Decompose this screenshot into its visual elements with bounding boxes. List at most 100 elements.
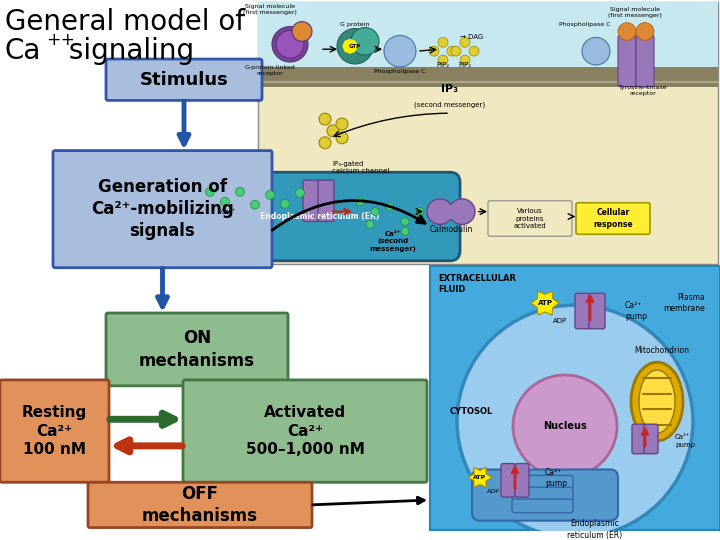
FancyBboxPatch shape <box>0 380 109 482</box>
Text: Ca²⁺
(second
messenger): Ca²⁺ (second messenger) <box>369 231 416 252</box>
Text: ++: ++ <box>46 31 75 50</box>
Text: Signal molecule
(first messenger): Signal molecule (first messenger) <box>243 4 297 16</box>
Circle shape <box>460 55 470 65</box>
Polygon shape <box>468 467 492 488</box>
Text: ADP: ADP <box>487 489 500 494</box>
Text: Ca²⁺
pump: Ca²⁺ pump <box>675 434 695 448</box>
Circle shape <box>469 46 479 56</box>
Circle shape <box>401 227 409 235</box>
Text: Plasma
membrane: Plasma membrane <box>663 293 705 313</box>
FancyBboxPatch shape <box>303 180 319 221</box>
FancyBboxPatch shape <box>183 380 427 482</box>
FancyBboxPatch shape <box>512 499 573 513</box>
Circle shape <box>457 305 693 537</box>
Text: IP₃: IP₃ <box>441 84 459 93</box>
Circle shape <box>319 113 331 125</box>
Text: Activated
Ca²⁺
500–1,000 nM: Activated Ca²⁺ 500–1,000 nM <box>246 405 364 457</box>
Circle shape <box>281 199 289 208</box>
Circle shape <box>449 199 475 225</box>
FancyBboxPatch shape <box>53 151 272 268</box>
Polygon shape <box>343 39 357 53</box>
FancyBboxPatch shape <box>258 2 718 264</box>
Ellipse shape <box>631 362 683 441</box>
Circle shape <box>336 132 348 144</box>
Text: Ca²⁺
pump: Ca²⁺ pump <box>545 468 567 488</box>
Text: CYTOSOL: CYTOSOL <box>450 407 493 416</box>
FancyBboxPatch shape <box>589 293 605 329</box>
Text: Various
proteins
activated: Various proteins activated <box>513 208 546 229</box>
Text: Cellular
response: Cellular response <box>593 208 633 228</box>
FancyBboxPatch shape <box>512 475 573 489</box>
FancyBboxPatch shape <box>318 180 334 221</box>
Circle shape <box>205 187 215 197</box>
Text: Ca²⁺
pump: Ca²⁺ pump <box>625 301 647 321</box>
Circle shape <box>438 55 448 65</box>
FancyBboxPatch shape <box>250 172 460 261</box>
FancyBboxPatch shape <box>258 67 718 86</box>
Circle shape <box>438 37 448 47</box>
Circle shape <box>384 36 416 67</box>
Text: Signal molecule
(first messenger): Signal molecule (first messenger) <box>608 7 662 18</box>
Text: Resting
Ca²⁺
100 nM: Resting Ca²⁺ 100 nM <box>22 405 87 457</box>
Circle shape <box>371 208 379 215</box>
Text: Endoplasmic reticulum (ER): Endoplasmic reticulum (ER) <box>261 212 379 221</box>
Text: EXTRACELLULAR
FLUID: EXTRACELLULAR FLUID <box>438 274 516 294</box>
Text: (second messenger): (second messenger) <box>415 101 485 107</box>
FancyBboxPatch shape <box>472 469 618 521</box>
Text: Generation of
Ca²⁺-mobilizing
signals: Generation of Ca²⁺-mobilizing signals <box>91 178 234 240</box>
Circle shape <box>337 29 373 64</box>
Circle shape <box>276 31 304 58</box>
Text: ADP: ADP <box>553 318 567 324</box>
Text: Phospholipase C: Phospholipase C <box>559 22 611 27</box>
Circle shape <box>319 137 331 148</box>
Text: General model of: General model of <box>5 8 245 36</box>
Polygon shape <box>531 291 559 315</box>
FancyBboxPatch shape <box>440 205 462 219</box>
Text: Phospholipase C: Phospholipase C <box>374 69 426 75</box>
Circle shape <box>220 197 230 206</box>
Circle shape <box>386 202 394 211</box>
Circle shape <box>336 118 348 130</box>
Text: PIP₂: PIP₂ <box>436 62 449 68</box>
Circle shape <box>636 23 654 40</box>
Circle shape <box>292 22 312 42</box>
Text: Tyrosine-kinase
receptor: Tyrosine-kinase receptor <box>618 85 667 96</box>
Circle shape <box>416 208 424 215</box>
Circle shape <box>351 28 379 55</box>
Text: ATP: ATP <box>538 300 552 306</box>
Circle shape <box>618 23 636 40</box>
FancyBboxPatch shape <box>632 424 646 454</box>
Text: Mitochondrion: Mitochondrion <box>634 346 690 355</box>
Circle shape <box>272 26 308 62</box>
FancyBboxPatch shape <box>576 202 650 234</box>
Circle shape <box>251 200 259 209</box>
Circle shape <box>295 188 305 197</box>
Circle shape <box>447 46 457 56</box>
Text: signaling: signaling <box>60 37 194 65</box>
FancyBboxPatch shape <box>258 2 718 67</box>
Text: IP₃-gated
calcium channel: IP₃-gated calcium channel <box>332 160 390 174</box>
Text: G-protein-linked
receptor: G-protein-linked receptor <box>245 65 295 77</box>
Circle shape <box>366 220 374 228</box>
Circle shape <box>460 37 470 47</box>
Text: GTP: GTP <box>349 44 361 49</box>
Text: G protein: G protein <box>341 22 369 27</box>
Circle shape <box>451 46 461 56</box>
Text: Nucleus: Nucleus <box>543 421 587 431</box>
Circle shape <box>401 218 409 225</box>
Ellipse shape <box>639 370 675 433</box>
Circle shape <box>327 125 339 137</box>
FancyBboxPatch shape <box>644 424 658 454</box>
FancyBboxPatch shape <box>515 463 529 497</box>
FancyBboxPatch shape <box>512 487 573 501</box>
FancyBboxPatch shape <box>575 293 591 329</box>
Text: PIP₂: PIP₂ <box>459 62 472 68</box>
Circle shape <box>266 191 274 199</box>
Text: ON
mechanisms: ON mechanisms <box>139 329 255 369</box>
Text: Calmodulin: Calmodulin <box>429 225 473 234</box>
FancyBboxPatch shape <box>636 36 654 86</box>
FancyBboxPatch shape <box>488 201 572 236</box>
FancyBboxPatch shape <box>106 59 262 100</box>
FancyBboxPatch shape <box>106 313 288 386</box>
Circle shape <box>427 199 453 225</box>
